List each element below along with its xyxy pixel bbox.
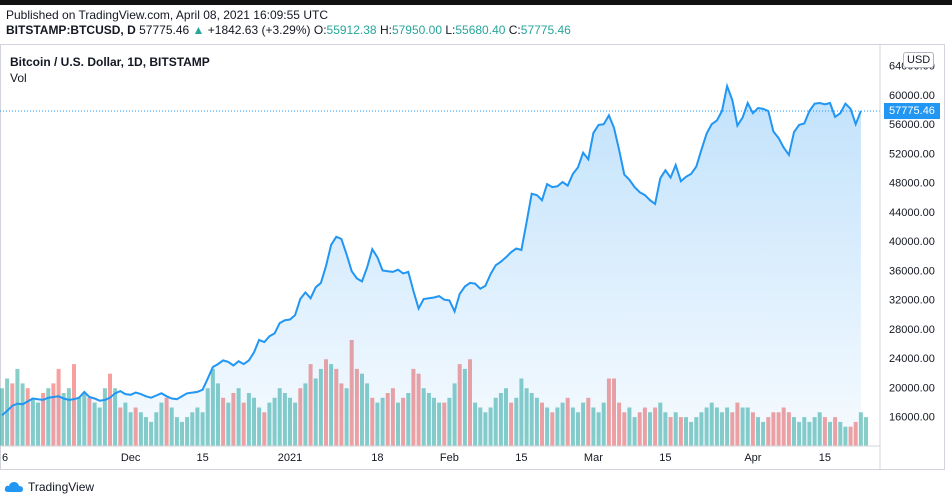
- y-tick-label: 36000.00: [889, 266, 935, 278]
- y-tick-label: 56000.00: [889, 119, 935, 131]
- x-tick-label: Mar: [584, 452, 603, 464]
- brand-name: TradingView: [28, 480, 95, 494]
- published-line: Published on TradingView.com, April 08, …: [6, 8, 328, 22]
- close-label: C:: [508, 23, 521, 37]
- y-tick-label: 40000.00: [889, 236, 935, 248]
- open-label: O:: [313, 23, 327, 37]
- y-tick-label: 24000.00: [889, 353, 935, 365]
- ohlc-line: BITSTAMP:BTCUSD, D 57775.46 ▲ +1842.63 (…: [6, 23, 571, 37]
- volume-bar: [864, 417, 868, 446]
- y-tick-label: 16000.00: [889, 412, 935, 424]
- x-tick-label: 15: [659, 452, 671, 464]
- tradingview-brand[interactable]: TradingView: [4, 480, 94, 494]
- x-tick-label: 15: [819, 452, 831, 464]
- high-label: H:: [379, 23, 392, 37]
- x-tick-label: 15: [515, 452, 527, 464]
- change-value: +1842.63 (+3.29%): [207, 23, 311, 37]
- y-tick-label: 44000.00: [889, 207, 935, 219]
- y-tick-label: 52000.00: [889, 148, 935, 160]
- currency-badge[interactable]: USD: [903, 52, 935, 68]
- low-value: 55680.40: [455, 23, 506, 37]
- price-value: 57775.46: [139, 23, 190, 37]
- y-tick-label: 32000.00: [889, 295, 935, 307]
- price-line: [1, 82, 862, 417]
- price-area: [2, 86, 861, 446]
- chart-frame[interactable]: [0, 44, 945, 470]
- up-triangle-icon: ▲: [192, 23, 205, 37]
- volume-label: Vol: [10, 71, 27, 85]
- y-tick-label: 48000.00: [889, 178, 935, 190]
- y-tick-label: 20000.00: [889, 383, 935, 395]
- x-tick-label: 15: [196, 452, 208, 464]
- x-tick-label: 18: [371, 452, 383, 464]
- x-tick-label: Apr: [744, 452, 761, 464]
- low-label: L:: [445, 23, 456, 37]
- last-price-tag: 57775.46: [884, 103, 940, 119]
- chart-title: Bitcoin / U.S. Dollar, 1D, BITSTAMP: [10, 55, 210, 69]
- y-tick-label: 60000.00: [889, 90, 935, 102]
- tradingview-cloud-icon: [4, 482, 24, 492]
- high-value: 57950.00: [391, 23, 442, 37]
- x-tick-label: 6: [2, 452, 8, 464]
- x-tick-label: Dec: [121, 452, 141, 464]
- top-border: [0, 0, 952, 5]
- symbol-label: BITSTAMP:BTCUSD, D: [6, 23, 136, 37]
- x-tick-label: 2021: [278, 452, 302, 464]
- close-value: 57775.46: [520, 23, 571, 37]
- y-tick-label: 28000.00: [889, 324, 935, 336]
- open-value: 55912.38: [326, 23, 377, 37]
- x-tick-label: Feb: [440, 452, 459, 464]
